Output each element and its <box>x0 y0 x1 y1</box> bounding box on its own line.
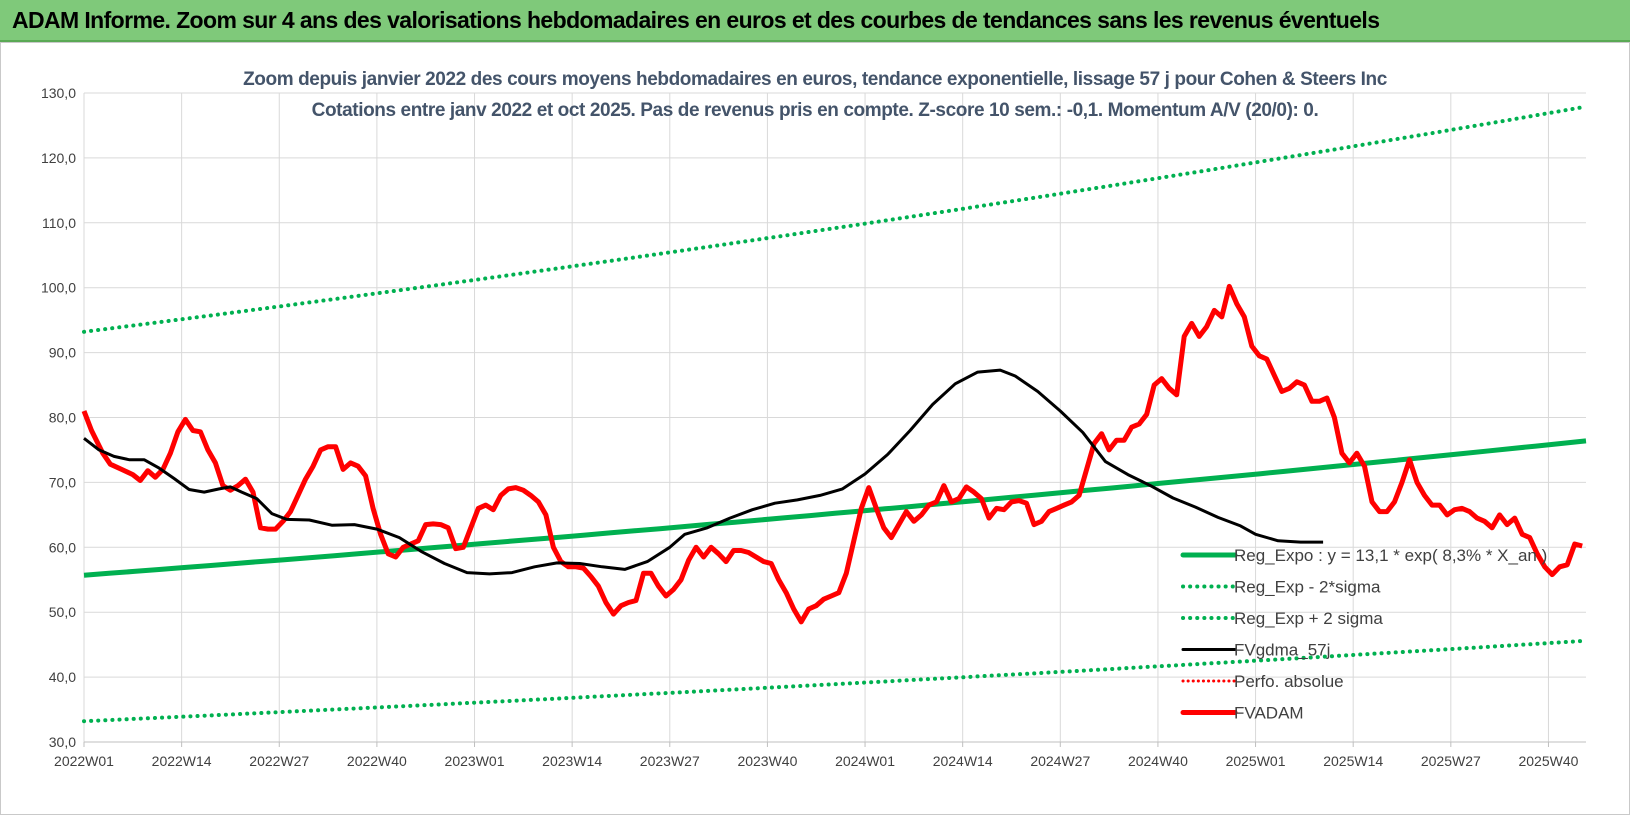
y-tick-label: 80,0 <box>49 410 76 426</box>
grid <box>83 92 1586 743</box>
y-tick-label: 40,0 <box>49 669 76 685</box>
legend-label: Perfo. absolue <box>1234 672 1344 691</box>
x-tick-label: 2023W14 <box>542 753 602 769</box>
y-tick-label: 70,0 <box>49 474 76 490</box>
x-tick-label: 2023W01 <box>445 753 505 769</box>
x-tick-label: 2022W14 <box>152 753 212 769</box>
legend-fvgdma-57j: FVgdma_57j <box>1181 641 1330 660</box>
legend-label: Reg_Exp - 2*sigma <box>1234 578 1381 597</box>
chart-frame: 130,0 120,0 110,0 100,0 90,0 80,0 70,0 60,0 50,0… <box>0 42 1630 815</box>
x-tick-label: 2025W40 <box>1518 753 1578 769</box>
axis-ticks: 130,0 120,0 110,0 100,0 90,0 80,0 70,0 60,0 50,0… <box>41 85 1586 769</box>
chart-title-line-2: Cotations entre janv 2022 et oct 2025. P… <box>312 100 1319 121</box>
legend-label: Reg_Expo : y = 13,1 * exp( 8,3% * X_an ) <box>1234 546 1547 565</box>
legend-label: FVADAM <box>1234 704 1304 723</box>
legend-label: Reg_Exp + 2 sigma <box>1234 609 1383 628</box>
x-tick-label: 2025W27 <box>1421 753 1481 769</box>
series-fvgdma-57j <box>83 368 1324 576</box>
legend-perfo-absolue: Perfo. absolue <box>1181 672 1344 691</box>
x-tick-label: 2024W40 <box>1128 753 1188 769</box>
series-layer <box>81 104 1588 724</box>
legend-reg-expo: Reg_Expo : y = 13,1 * exp( 8,3% * X_an ) <box>1180 546 1547 565</box>
legend-reg-exp-minus-2sigma: Reg_Exp - 2*sigma <box>1181 578 1381 597</box>
y-tick-label: 110,0 <box>42 215 76 231</box>
series-reg-expo <box>83 438 1587 578</box>
x-tick-label: 2022W40 <box>347 753 407 769</box>
legend-reg-exp-plus-2sigma: Reg_Exp + 2 sigma <box>1181 609 1383 628</box>
x-tick-label: 2023W27 <box>640 753 700 769</box>
x-tick-label: 2024W01 <box>835 753 895 769</box>
x-tick-label: 2022W27 <box>249 753 309 769</box>
legend-fvadam: FVADAM <box>1180 704 1304 723</box>
x-tick-label: 2022W01 <box>54 753 114 769</box>
series-fvadam <box>81 283 1583 625</box>
y-tick-label: 90,0 <box>49 345 76 361</box>
x-tick-label: 2025W01 <box>1226 753 1286 769</box>
chart-title-line-1: Zoom depuis janvier 2022 des cours moyen… <box>243 69 1388 90</box>
report-banner: ADAM Informe. Zoom sur 4 ans des valoris… <box>0 0 1630 42</box>
x-tick-label: 2024W14 <box>933 753 993 769</box>
x-tick-label: 2025W14 <box>1323 753 1383 769</box>
y-tick-label: 100,0 <box>41 280 76 296</box>
report-title: ADAM Informe. Zoom sur 4 ans des valoris… <box>12 7 1380 33</box>
x-tick-label: 2024W27 <box>1030 753 1090 769</box>
legend-label: FVgdma_57j <box>1234 641 1330 660</box>
legend: Reg_Expo : y = 13,1 * exp( 8,3% * X_an )… <box>1180 546 1547 723</box>
y-tick-label: 130,0 <box>41 85 76 101</box>
series-reg-exp-plus-2sigma <box>82 104 1588 334</box>
y-tick-label: 120,0 <box>41 150 76 166</box>
trend-chart: 130,0 120,0 110,0 100,0 90,0 80,0 70,0 60,0 50,0… <box>41 69 1588 769</box>
series-reg-exp-minus-2sigma <box>82 638 1588 724</box>
y-tick-label: 60,0 <box>49 539 76 555</box>
y-tick-label: 50,0 <box>49 604 76 620</box>
y-tick-label: 30,0 <box>49 734 76 750</box>
x-tick-label: 2023W40 <box>737 753 797 769</box>
